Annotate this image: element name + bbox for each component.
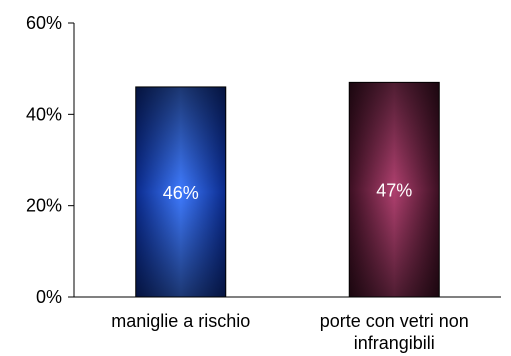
category-label: maniglie a rischio [111,311,250,331]
y-tick-label: 40% [26,104,62,124]
y-tick-label: 20% [26,196,62,216]
y-tick-label: 0% [36,287,62,307]
y-tick-label: 60% [26,13,62,33]
data-label: 47% [376,181,412,201]
category-label: porte con vetri non [320,311,469,331]
category-label: infrangibili [354,333,435,353]
data-label: 46% [163,183,199,203]
